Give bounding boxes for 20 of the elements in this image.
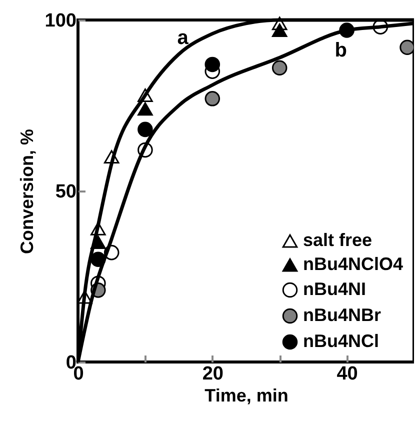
x-tick-label: 20 xyxy=(202,364,224,384)
point xyxy=(400,40,414,55)
series-label: b xyxy=(334,39,347,62)
point xyxy=(204,56,220,72)
legend-label: salt free xyxy=(303,230,372,250)
legend-label: nBu4NClO4 xyxy=(303,254,404,274)
y-axis-title: Conversion, % xyxy=(16,128,37,254)
legend-label: nBu4NBr xyxy=(303,305,382,325)
x-axis-title: Time, min xyxy=(204,386,288,406)
point xyxy=(272,24,288,37)
legend-label: nBu4NCl xyxy=(303,331,379,351)
x-tick-label: 40 xyxy=(336,364,358,384)
y-tick-label: 100 xyxy=(44,10,76,32)
point xyxy=(138,122,153,138)
point xyxy=(204,91,220,106)
legend-label: nBu4NI xyxy=(303,279,366,299)
series-label: a xyxy=(177,27,190,50)
point xyxy=(138,102,153,116)
y-tick-label: 50 xyxy=(55,182,76,202)
point xyxy=(272,60,288,76)
